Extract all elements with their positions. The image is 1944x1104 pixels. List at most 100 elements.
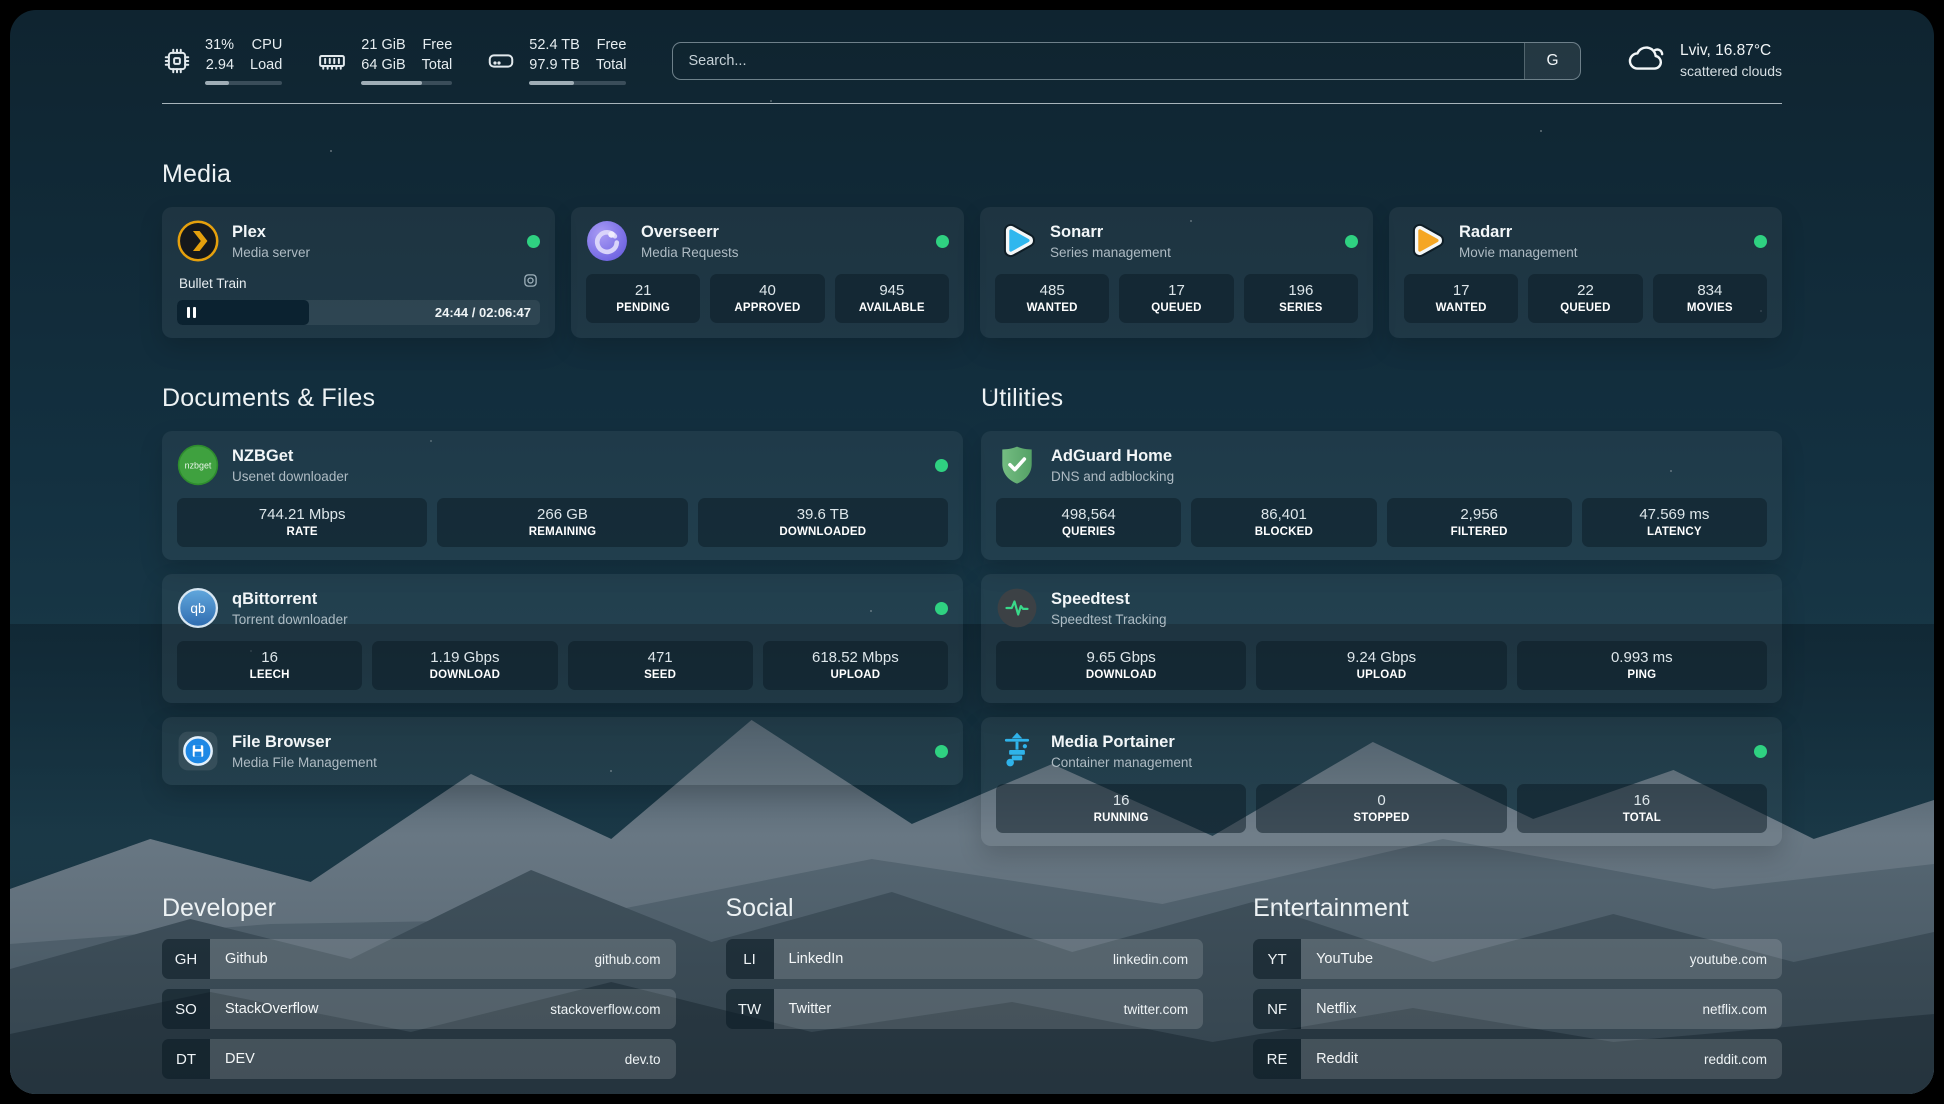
bookmark-url: youtube.com <box>1689 951 1767 967</box>
cloud-icon <box>1627 42 1667 79</box>
overseerr-icon <box>586 220 628 262</box>
top-bar: 31% 2.94 CPU Load <box>162 10 1782 86</box>
playback-time: 24:44 / 02:06:47 <box>434 305 531 321</box>
section-utilities: Utilities <box>981 384 1782 847</box>
service-name: Speedtest <box>1051 589 1130 608</box>
svg-text:nzbget: nzbget <box>185 461 212 471</box>
service-card-adguard[interactable]: AdGuard Home DNS and adblocking 498,564 … <box>981 431 1782 561</box>
disk-progress-track <box>529 81 627 86</box>
stat-pending: 21 PENDING <box>586 274 701 324</box>
stat-stopped: 0 STOPPED <box>1256 784 1507 834</box>
bookmark-name: Twitter <box>788 1001 832 1018</box>
memory-free-label: Free <box>422 37 453 53</box>
bookmark-name: StackOverflow <box>225 1001 319 1018</box>
memory-progress-track <box>361 81 453 86</box>
memory-total-label: Total <box>421 56 453 73</box>
stat-remaining: 266 GB REMAINING <box>437 498 688 548</box>
bookmark-url: github.com <box>594 951 661 967</box>
settings-icon[interactable] <box>523 273 538 293</box>
qbittorrent-icon: qb <box>177 587 219 629</box>
page-content: 31% 2.94 CPU Load <box>10 10 1934 1094</box>
service-name: Radarr <box>1459 222 1513 241</box>
bookmark-reddit[interactable]: RE Reddit reddit.com <box>1253 1039 1782 1080</box>
stat-upload: 618.52 Mbps UPLOAD <box>762 641 948 691</box>
disk-free-value: 52.4 TB <box>529 37 580 53</box>
stat-leech: 16 LEECH <box>177 641 363 691</box>
bookmark-abbr: LI <box>725 939 774 980</box>
bookmark-linkedin[interactable]: LI LinkedIn linkedin.com <box>725 939 1204 980</box>
status-dot <box>935 744 948 758</box>
service-card-filebrowser[interactable]: File Browser Media File Management <box>162 717 963 786</box>
service-card-portainer[interactable]: Media Portainer Container management 16 … <box>981 717 1782 847</box>
section-title-documents: Documents & Files <box>162 384 376 413</box>
search-input[interactable] <box>673 42 1525 79</box>
status-dot <box>935 601 948 615</box>
portainer-icon <box>996 730 1038 772</box>
service-card-sonarr[interactable]: Sonarr Series management 485 WANTED 17 Q… <box>980 207 1373 339</box>
service-card-overseerr[interactable]: Overseerr Media Requests 21 PENDING 40 A… <box>571 207 964 339</box>
bookmark-name: LinkedIn <box>788 951 844 968</box>
stat-total: 16 TOTAL <box>1516 784 1767 834</box>
stat-queued: 22 QUEUED <box>1528 274 1643 324</box>
pause-icon <box>187 307 196 319</box>
bookmark-netflix[interactable]: NF Netflix netflix.com <box>1253 989 1782 1030</box>
bookmark-stackoverflow[interactable]: SO StackOverflow stackoverflow.com <box>162 989 676 1030</box>
stat-approved: 40 APPROVED <box>710 274 825 324</box>
stat-downloaded: 39.6 TB DOWNLOADED <box>697 498 948 548</box>
service-name: Plex <box>232 222 266 241</box>
nzbget-icon: nzbget <box>177 444 219 486</box>
stat-wanted: 17 WANTED <box>1404 274 1519 324</box>
service-subtitle: Movie management <box>1459 244 1578 260</box>
cpu-progress-fill <box>205 81 229 86</box>
bookmark-youtube[interactable]: YT YouTube youtube.com <box>1253 939 1782 980</box>
now-playing-title: Bullet Train <box>179 275 247 291</box>
stat-wanted: 485 WANTED <box>995 274 1110 324</box>
service-name: NZBGet <box>232 446 294 465</box>
bookmark-dev[interactable]: DT DEV dev.to <box>162 1039 676 1080</box>
topbar-divider <box>162 103 1782 105</box>
dashboard-window: 31% 2.94 CPU Load <box>10 10 1934 1094</box>
stat-download: 1.19 Gbps DOWNLOAD <box>372 641 558 691</box>
service-name: Sonarr <box>1050 222 1104 241</box>
memory-progress-fill <box>361 81 423 86</box>
stat-filtered: 2,956 FILTERED <box>1386 498 1572 548</box>
stat-rate: 744.21 Mbps RATE <box>177 498 428 548</box>
stat-series: 196 SERIES <box>1243 274 1358 324</box>
svg-text:qb: qb <box>190 601 206 616</box>
service-card-nzbget[interactable]: nzbget NZBGet Usenet downloader 74 <box>162 431 963 561</box>
service-card-qbittorrent[interactable]: qb qBittorrent Torrent downloader <box>162 574 963 704</box>
bookmark-name: Reddit <box>1316 1051 1358 1068</box>
bookmark-abbr: GH <box>162 939 210 980</box>
bookmark-twitter[interactable]: TW Twitter twitter.com <box>725 989 1204 1030</box>
disk-total-value: 97.9 TB <box>529 56 580 73</box>
bookmark-name: Github <box>225 951 268 968</box>
bookmark-url: stackoverflow.com <box>550 1001 661 1017</box>
bookmark-abbr: DT <box>162 1039 210 1080</box>
filebrowser-icon <box>177 730 219 772</box>
cpu-load-value: 2.94 <box>205 56 235 73</box>
service-subtitle: Series management <box>1050 244 1171 260</box>
bookmark-group-social: Social LI LinkedIn linkedin.com TW Twitt… <box>725 894 1204 1089</box>
stat-available: 945 AVAILABLE <box>834 274 949 324</box>
service-subtitle: Usenet downloader <box>232 468 349 484</box>
search-provider-button[interactable]: G <box>1524 42 1581 79</box>
service-name: Overseerr <box>641 222 719 241</box>
bookmark-url: netflix.com <box>1702 1001 1767 1017</box>
disk-free-label: Free <box>596 37 627 53</box>
service-card-speedtest[interactable]: Speedtest Speedtest Tracking 9.65 Gbps D… <box>981 574 1782 704</box>
plex-icon <box>177 220 219 262</box>
service-name: qBittorrent <box>232 589 318 608</box>
weather-location-temp: Lviv, 16.87°C <box>1680 41 1772 59</box>
cpu-icon <box>162 46 192 76</box>
bookmark-github[interactable]: GH Github github.com <box>162 939 676 980</box>
bookmark-abbr: YT <box>1253 939 1302 980</box>
disk-progress-fill <box>529 81 574 86</box>
service-card-radarr[interactable]: Radarr Movie management 17 WANTED 22 QUE… <box>1389 207 1782 339</box>
status-dot <box>936 234 949 248</box>
bookmark-name: DEV <box>225 1051 255 1068</box>
cpu-widget: 31% 2.94 CPU Load <box>162 36 283 86</box>
plex-now-playing: Bullet Train 24:44 / 02:06:47 <box>177 271 540 326</box>
cpu-percent: 31% <box>205 37 235 53</box>
disk-data: 52.4 TB 97.9 TB Free Total <box>529 36 627 86</box>
service-card-plex[interactable]: Plex Media server Bullet Train <box>162 207 555 339</box>
